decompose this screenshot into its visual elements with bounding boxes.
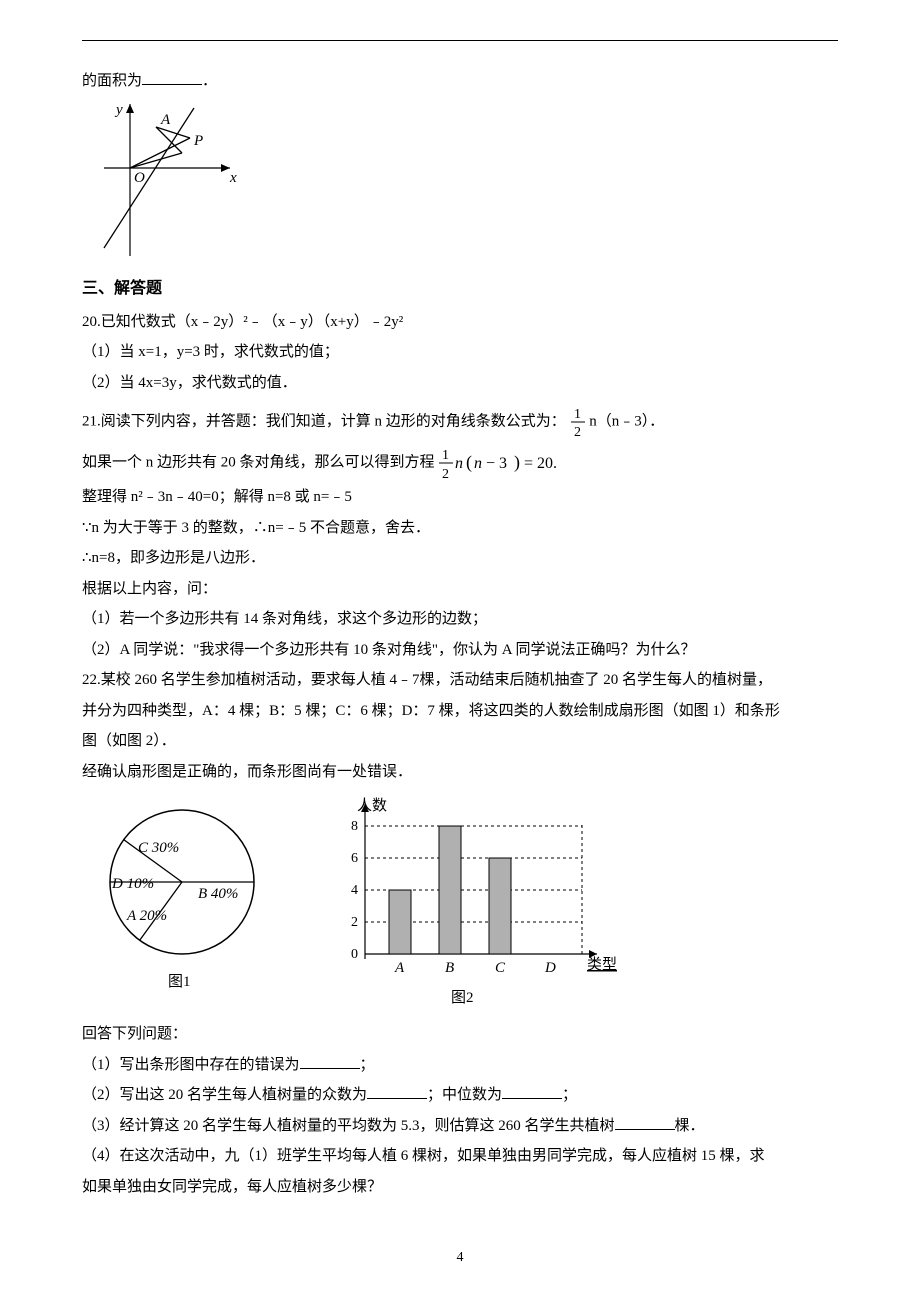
svg-text:): ) — [514, 452, 520, 473]
svg-text:B: B — [445, 960, 454, 976]
x-axis-label: x — [229, 170, 237, 186]
q20-p2: （2）当 4x=3y，求代数式的值． — [82, 369, 838, 398]
pie-chart: C 30% D 10% A 20% B 40% 图1 — [82, 794, 287, 994]
svg-text:n: n — [474, 455, 482, 472]
svg-text:6: 6 — [351, 851, 358, 866]
bar-b — [439, 826, 461, 954]
q22-p1: （1）写出条形图中存在的错误为； — [82, 1051, 838, 1080]
svg-text:(: ( — [466, 452, 472, 473]
svg-text:= 20.: = 20. — [524, 455, 557, 472]
figures-row: C 30% D 10% A 20% B 40% 图1 人数 类型 0 2 4 6… — [82, 794, 838, 1014]
prev-page-trailing-line: 的面积为． — [82, 67, 838, 96]
pie-b-label: B 40% — [198, 886, 238, 902]
q22-stem4: 经确认扇形图是正确的，而条形图尚有一处错误． — [82, 758, 838, 787]
page-number: 4 — [457, 1245, 464, 1272]
q21-stem-suffix: n（n﹣3）． — [589, 414, 664, 430]
pie-d-label: D 10% — [111, 876, 154, 892]
svg-text:0: 0 — [351, 947, 358, 962]
q22-p4b: 如果单独由女同学完成，每人应植树多少棵？ — [82, 1173, 838, 1202]
q22-p4a: （4）在这次活动中，九（1）班学生平均每人植 6 棵树，如果单独由男同学完成，每… — [82, 1142, 838, 1171]
q22-after-figs: 回答下列问题： — [82, 1020, 838, 1049]
svg-text:− 3: − 3 — [486, 455, 507, 472]
svg-text:2: 2 — [574, 425, 581, 439]
bar-a — [389, 890, 411, 954]
bar-c — [489, 858, 511, 954]
svg-text:C: C — [495, 960, 506, 976]
section-3-title: 三、解答题 — [82, 274, 838, 304]
fraction-half-1: 1 2 — [570, 405, 586, 439]
q20-stem: 20.已知代数式（x﹣2y）²﹣（x﹣y）（x+y）﹣2y² — [82, 308, 838, 337]
q22-stem3: 图（如图 2）． — [82, 727, 838, 756]
q22-stem1: 22.某校 260 名学生参加植树活动，要求每人植 4﹣7棵，活动结束后随机抽查… — [82, 666, 838, 695]
bar-chart: 人数 类型 0 2 4 6 8 A B C D — [317, 794, 617, 1014]
svg-text:D: D — [544, 960, 556, 976]
svg-text:2: 2 — [442, 467, 449, 481]
q21-p2: （2）A 同学说："我求得一个多边形共有 10 条对角线"，你认为 A 同学说法… — [82, 636, 838, 665]
q22-p3: （3）经计算这 20 名学生每人植树量的平均数为 5.3，则估算这 260 名学… — [82, 1112, 838, 1141]
blank-p2a — [367, 1084, 427, 1099]
pie-caption: 图1 — [168, 973, 191, 990]
equation-svg: 1 2 n ( n − 3 ) = 20. — [438, 445, 578, 481]
point-p-label: P — [193, 133, 203, 149]
svg-text:A: A — [394, 960, 405, 976]
svg-text:2: 2 — [351, 915, 358, 930]
top-rule — [82, 40, 838, 41]
pie-a-label: A 20% — [126, 908, 167, 924]
blank-p1 — [300, 1054, 360, 1069]
origin-label: O — [134, 170, 145, 186]
area-text: 的面积为 — [82, 73, 142, 89]
q21-line2: 如果一个 n 边形共有 20 条对角线，那么可以得到方程 1 2 n ( n −… — [82, 445, 838, 481]
q21-line6: 根据以上内容，问： — [82, 575, 838, 604]
q22-stem2: 并分为四种类型，A：4 棵；B：5 棵；C：6 棵；D：7 棵，将这四类的人数绘… — [82, 697, 838, 726]
q21-line5: ∴n=8，即多边形是八边形． — [82, 544, 838, 573]
q21-line4: ∵n 为大于等于 3 的整数，∴n=﹣5 不合题意，舍去． — [82, 514, 838, 543]
coordinate-graph: y x O A P — [82, 98, 242, 268]
svg-text:1: 1 — [574, 407, 581, 422]
blank-p3 — [615, 1115, 675, 1130]
q21-stem: 21.阅读下列内容，并答题：我们知道，计算 n 边形的对角线条数公式为： 1 2… — [82, 405, 838, 439]
q21-line3: 整理得 n²﹣3n﹣40=0；解得 n=8 或 n=﹣5 — [82, 483, 838, 512]
q20-p1: （1）当 x=1，y=3 时，求代数式的值； — [82, 338, 838, 367]
svg-text:8: 8 — [351, 819, 358, 834]
svg-text:n: n — [455, 455, 463, 472]
q21-stem-prefix: 21.阅读下列内容，并答题：我们知道，计算 n 边形的对角线条数公式为： — [82, 414, 570, 430]
blank-area — [142, 70, 202, 85]
point-a-label: A — [160, 112, 171, 128]
bar-caption: 图2 — [451, 989, 474, 1006]
bar-x-title: 类型 — [587, 956, 617, 973]
svg-text:4: 4 — [351, 883, 358, 898]
blank-p2b — [502, 1084, 562, 1099]
svg-text:1: 1 — [442, 448, 449, 463]
q21-p1: （1）若一个多边形共有 14 条对角线，求这个多边形的边数； — [82, 605, 838, 634]
pie-c-label: C 30% — [138, 840, 179, 856]
q21-line2-prefix: 如果一个 n 边形共有 20 条对角线，那么可以得到方程 — [82, 455, 438, 471]
q22-p2: （2）写出这 20 名学生每人植树量的众数为；中位数为； — [82, 1081, 838, 1110]
y-axis-label: y — [114, 102, 123, 118]
